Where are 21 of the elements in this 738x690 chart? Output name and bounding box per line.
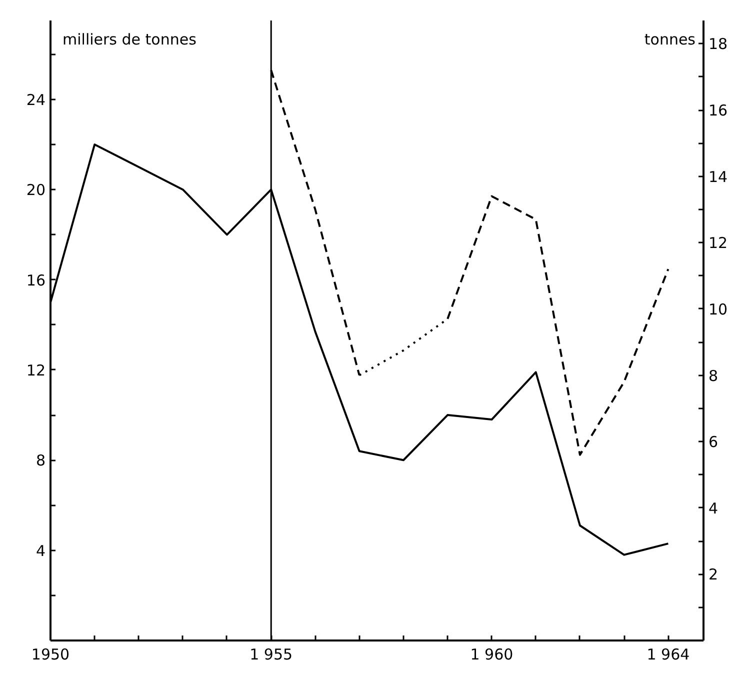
y2-tick-label: 2 xyxy=(708,566,718,584)
y-axis-title: milliers de tonnes xyxy=(62,30,197,48)
y2-tick-label: 18 xyxy=(708,35,728,54)
y-tick-label: 4 xyxy=(36,542,46,560)
y2-tick-label: 16 xyxy=(708,102,728,120)
y2-tick-label: 14 xyxy=(708,168,728,186)
x-tick-label: 1 960 xyxy=(470,646,514,664)
y2-tick-label: 12 xyxy=(708,234,728,252)
y2-tick-label: 6 xyxy=(708,433,718,452)
x-tick-label: 1 964 xyxy=(646,646,690,664)
x-tick-label: 1 955 xyxy=(250,646,293,664)
y-tick-label: 8 xyxy=(36,452,46,470)
y-tick-label: 24 xyxy=(26,90,46,109)
x-tick-label: 1950 xyxy=(31,646,70,664)
y-tick-label: 16 xyxy=(26,271,46,290)
y2-axis-title: tonnes xyxy=(644,30,696,48)
y-tick-label: 20 xyxy=(26,181,46,200)
y2-tick-label: 8 xyxy=(708,366,718,385)
y2-tick-label: 4 xyxy=(708,499,718,518)
y-tick-label: 12 xyxy=(26,361,46,380)
y2-tick-label: 10 xyxy=(708,300,728,318)
